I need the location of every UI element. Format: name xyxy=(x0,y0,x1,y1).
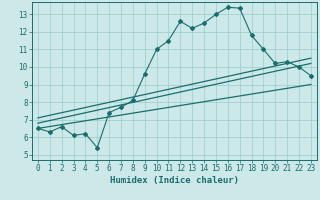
X-axis label: Humidex (Indice chaleur): Humidex (Indice chaleur) xyxy=(110,176,239,185)
